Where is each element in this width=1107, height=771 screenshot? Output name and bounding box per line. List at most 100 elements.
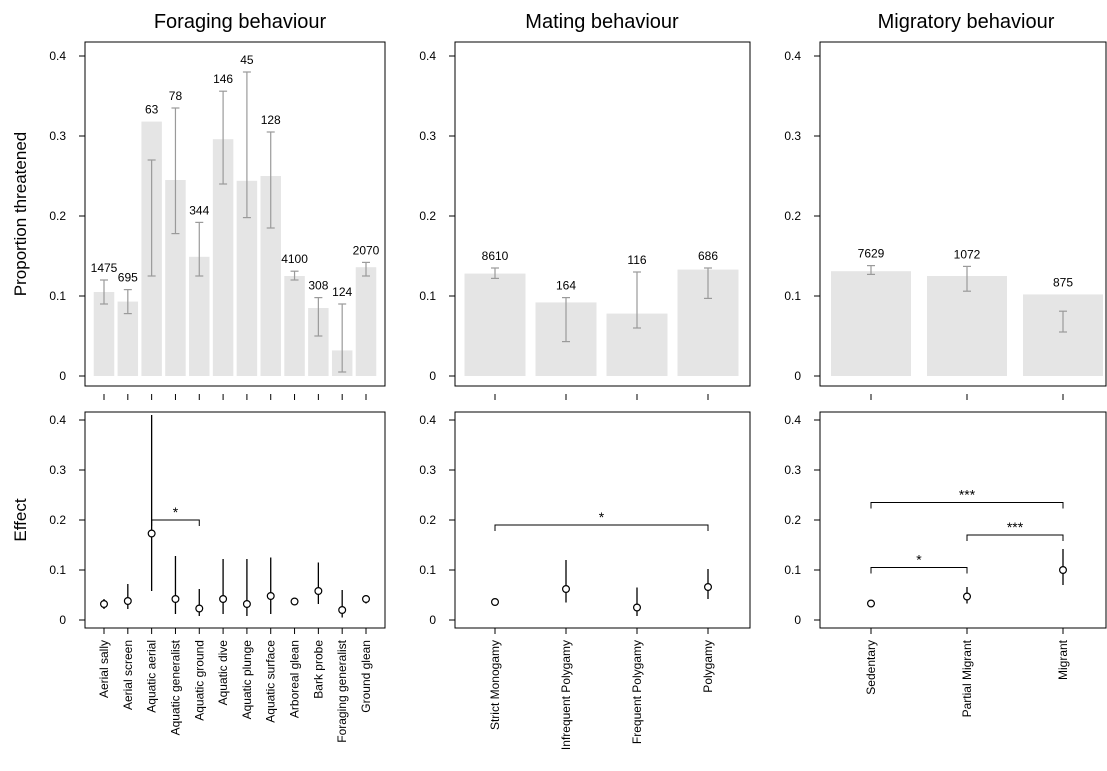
data-label: 344 xyxy=(189,203,209,217)
effect-point xyxy=(632,603,641,612)
significance-label: * xyxy=(173,504,179,520)
y-tick-label: 0.1 xyxy=(419,563,436,577)
panel-migratory-bottom xyxy=(819,411,1107,629)
y-tick-label: 0.2 xyxy=(49,209,66,223)
data-label: 116 xyxy=(627,253,646,267)
effect-point xyxy=(171,594,180,603)
y-tick-label: 0.4 xyxy=(49,49,66,63)
y-tick-label: 0.1 xyxy=(784,289,801,303)
panel-migratory-top: Migratory behaviour xyxy=(819,11,1107,387)
y-tick-label: 0.1 xyxy=(49,563,66,577)
plot-frame xyxy=(84,411,386,629)
effect-point xyxy=(219,594,228,603)
x-tick-label: Aerial screen xyxy=(121,640,135,710)
effect-point xyxy=(147,529,156,538)
bar xyxy=(927,276,1007,376)
data-label: 146 xyxy=(213,72,233,86)
x-tick-label: Strict Monogamy xyxy=(488,640,502,730)
data-label: 124 xyxy=(332,285,352,299)
bar xyxy=(117,301,139,376)
data-label: 308 xyxy=(308,279,328,293)
y-tick-label: 0 xyxy=(429,369,436,383)
significance-label: *** xyxy=(959,487,976,503)
data-label: 78 xyxy=(169,89,183,103)
x-tick-label: Foraging generalist xyxy=(335,639,349,742)
bar xyxy=(464,273,526,376)
bar xyxy=(236,180,258,376)
significance-bracket xyxy=(870,567,968,574)
x-tick-label: Sedentary xyxy=(864,640,878,695)
y-tick-label: 0.2 xyxy=(49,513,66,527)
panel-title: Migratory behaviour xyxy=(878,11,1055,33)
x-tick-label: Infrequent Polygamy xyxy=(559,640,573,750)
plot-frame xyxy=(84,41,386,387)
data-label: 4100 xyxy=(281,252,308,266)
bar xyxy=(1023,294,1103,376)
bar xyxy=(831,271,911,376)
y-tick-label: 0.4 xyxy=(49,413,66,427)
data-label: 875 xyxy=(1053,275,1073,289)
effect-point xyxy=(703,582,712,591)
x-tick-label: Aquatic aerial xyxy=(145,640,159,713)
y-tick-label: 0.4 xyxy=(419,49,436,63)
y-tick-label: 0.1 xyxy=(419,289,436,303)
panel-mating-top: Mating behaviour xyxy=(454,11,751,387)
bar xyxy=(165,180,186,376)
x-tick-label: Frequent Polygamy xyxy=(630,640,644,744)
bar xyxy=(212,139,234,376)
significance-label: *** xyxy=(1007,519,1024,535)
data-label: 1072 xyxy=(954,247,981,261)
data-label: 63 xyxy=(145,103,159,117)
data-label: 686 xyxy=(698,249,718,263)
plot-frame xyxy=(819,41,1107,387)
bar xyxy=(284,276,305,376)
effect-point xyxy=(866,599,875,608)
bar xyxy=(189,256,210,376)
y-tick-label: 0.2 xyxy=(419,513,436,527)
effect-point xyxy=(266,591,275,600)
bar xyxy=(308,308,329,376)
y-tick-label: 0 xyxy=(794,369,801,383)
effect-point xyxy=(362,594,371,603)
effect-point xyxy=(491,597,500,606)
bar xyxy=(355,267,377,376)
data-label: 7629 xyxy=(858,247,885,261)
bar xyxy=(93,292,115,376)
x-tick-label: Aerial sally xyxy=(97,640,111,698)
effect-point xyxy=(195,604,204,613)
effect-point xyxy=(242,599,251,608)
panel-title: Mating behaviour xyxy=(525,11,679,33)
y-axis-label: Effect xyxy=(11,498,30,541)
plot-frame xyxy=(454,41,751,387)
data-label: 695 xyxy=(118,271,138,285)
effect-point xyxy=(290,597,299,606)
x-tick-label: Arboreal glean xyxy=(288,640,302,718)
y-tick-label: 0.1 xyxy=(784,563,801,577)
y-tick-label: 0 xyxy=(59,613,66,627)
y-tick-label: 0.4 xyxy=(784,49,801,63)
effect-point xyxy=(314,586,323,595)
data-label: 45 xyxy=(240,53,254,67)
panel-title: Foraging behaviour xyxy=(154,11,327,33)
x-tick-label: Aquatic ground xyxy=(192,640,206,721)
effect-point xyxy=(123,596,132,605)
panel-foraging-top: Foraging behaviour Proportion threatened xyxy=(11,11,386,387)
x-tick-label: Aquatic plunge xyxy=(240,640,254,720)
y-tick-label: 0.4 xyxy=(419,413,436,427)
x-tick-label: Aquatic generalist xyxy=(168,639,182,735)
data-label: 2070 xyxy=(353,243,380,257)
data-label: 1475 xyxy=(91,261,118,275)
effect-point xyxy=(99,599,108,608)
y-tick-label: 0 xyxy=(429,613,436,627)
y-tick-label: 0 xyxy=(59,369,66,383)
y-tick-label: 0.3 xyxy=(49,463,66,477)
y-tick-label: 0.4 xyxy=(784,413,801,427)
y-tick-label: 0.2 xyxy=(784,209,801,223)
y-tick-label: 0 xyxy=(794,613,801,627)
data-label: 128 xyxy=(261,113,281,127)
significance-bracket xyxy=(151,519,200,526)
x-tick-label: Migrant xyxy=(1056,639,1070,680)
y-tick-label: 0.3 xyxy=(49,129,66,143)
y-tick-label: 0.1 xyxy=(49,289,66,303)
x-tick-label: Bark probe xyxy=(311,640,325,699)
